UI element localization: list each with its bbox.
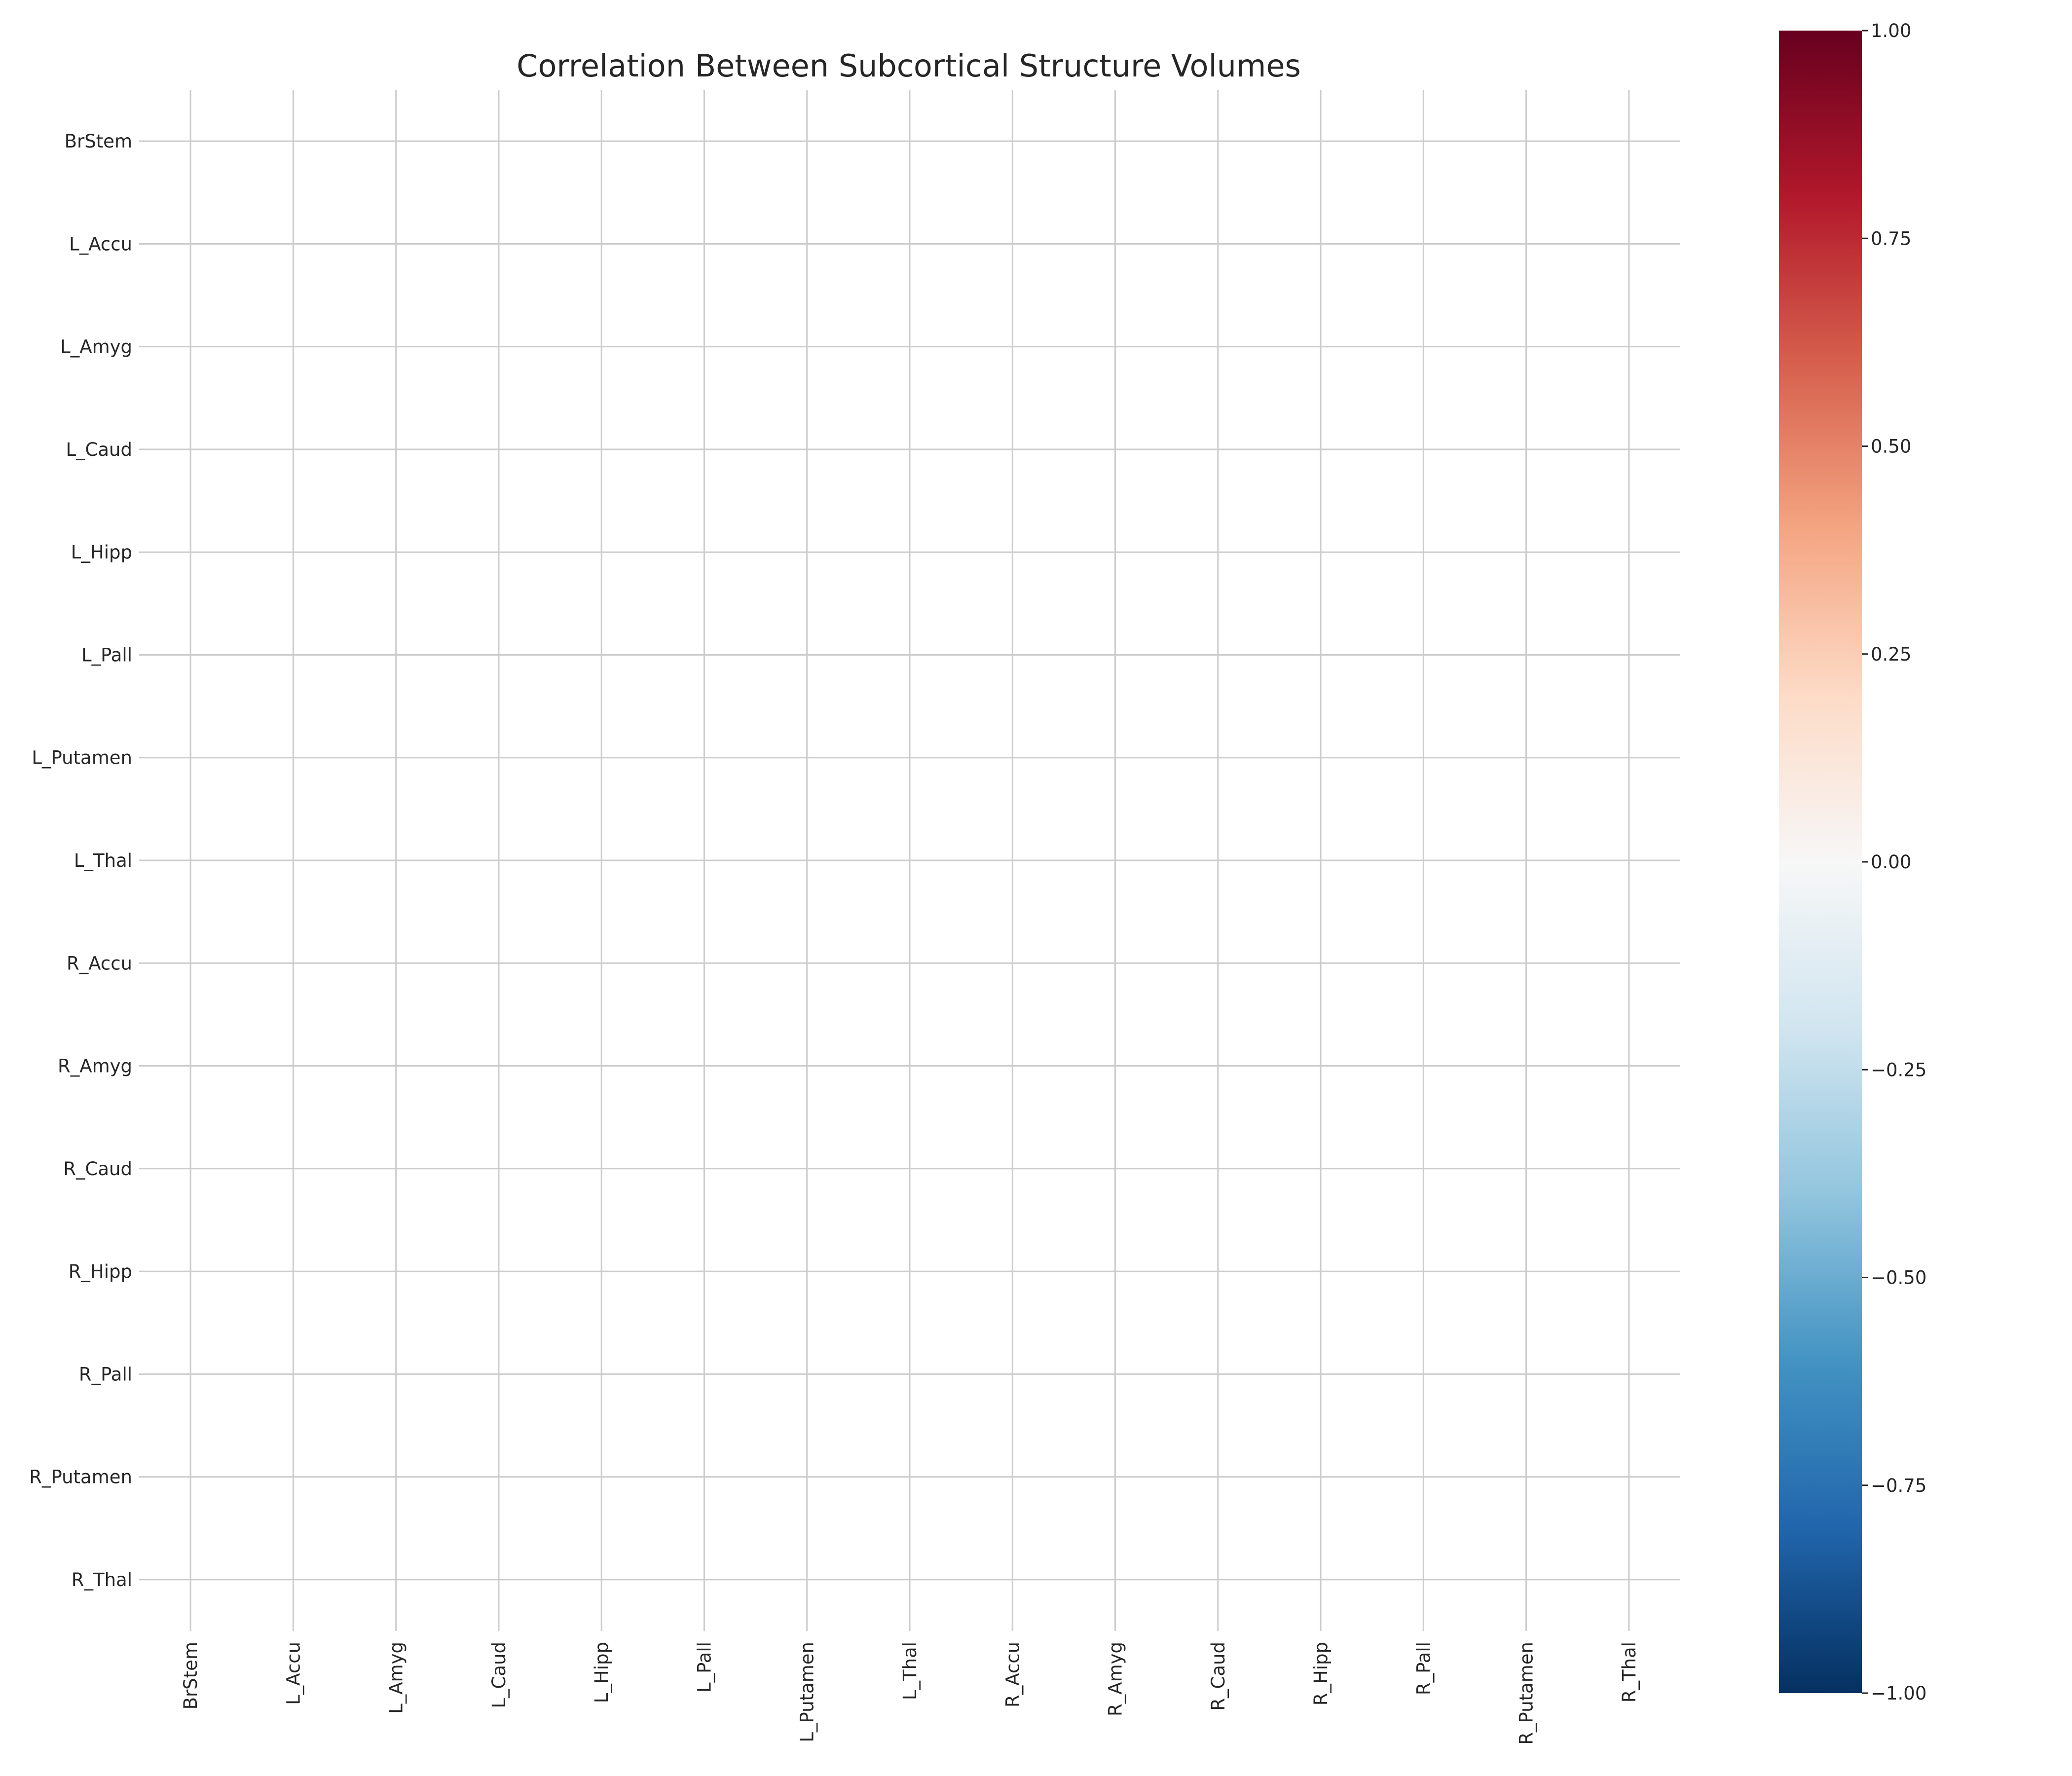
x-tick-label-l_hipp: L_Hipp (591, 1642, 612, 1703)
chart-title: Correlation Between Subcortical Structur… (517, 48, 1301, 84)
y-tick-label-l_hipp: L_Hipp (71, 542, 132, 563)
y-tick-label-brstem: BrStem (65, 131, 132, 152)
x-axis-tick-labels: BrStem L_Accu L_Amyg L_Caud L_Hipp L_Pall L_Pu… (180, 1642, 1640, 1745)
colorbar-tick-label: −0.75 (1871, 1475, 1926, 1496)
x-tick-label-l_caud: L_Caud (488, 1642, 510, 1708)
y-tick-label-l_amyg: L_Amyg (60, 336, 132, 358)
y-tick-label-r_pall: R_Pall (79, 1364, 132, 1385)
x-tick-label-r_amyg: R_Amyg (1105, 1642, 1126, 1716)
y-tick-label-l_accu: L_Accu (69, 233, 132, 255)
colorbar-ticks: 1.00 0.75 0.50 0.25 0.00 −0.25 −0.50 −0.75 −1.00 (1862, 20, 1926, 1704)
y-tick-label-r_caud: R_Caud (63, 1158, 132, 1180)
colorbar-tick-label: −0.50 (1871, 1267, 1926, 1289)
colorbar-tick-label: 0.75 (1871, 228, 1911, 249)
x-tick-label-l_pall: L_Pall (694, 1642, 715, 1693)
y-tick-label-r_amyg: R_Amyg (58, 1056, 132, 1077)
colorbar-gradient (1779, 31, 1862, 1693)
colorbar-tick-label: 0.25 (1871, 644, 1911, 665)
y-tick-label-r_hipp: R_Hipp (69, 1261, 132, 1282)
colorbar-tick-label: 0.00 (1871, 851, 1911, 873)
y-tick-label-r_putamen: R_Putamen (29, 1467, 132, 1488)
x-tick-label-l_accu: L_Accu (283, 1642, 304, 1705)
y-tick-label-l_thal: L_Thal (74, 850, 132, 871)
x-tick-label-r_putamen: R_Putamen (1516, 1642, 1537, 1745)
y-tick-label-l_caud: L_Caud (66, 439, 132, 460)
colorbar-tick-label: 0.50 (1871, 436, 1911, 457)
y-tick-label-r_accu: R_Accu (67, 953, 132, 974)
x-tick-label-r_accu: R_Accu (1002, 1642, 1023, 1707)
x-tick-label-brstem: BrStem (180, 1642, 201, 1709)
x-tick-label-l_thal: L_Thal (899, 1642, 921, 1700)
y-tick-label-r_thal: R_Thal (72, 1569, 132, 1591)
x-tick-label-l_putamen: L_Putamen (797, 1642, 818, 1742)
colorbar: 1.00 0.75 0.50 0.25 0.00 −0.25 −0.50 −0.75 −1.00 (1779, 20, 1926, 1704)
colorbar-tick-label: 1.00 (1871, 20, 1911, 41)
horizontal-grid-lines (139, 140, 1680, 1581)
x-tick-label-r_pall: R_Pall (1413, 1642, 1434, 1695)
x-tick-label-r_hipp: R_Hipp (1310, 1642, 1332, 1705)
colorbar-tick-label: −0.25 (1871, 1059, 1926, 1080)
x-tick-label-r_thal: R_Thal (1619, 1642, 1640, 1702)
x-tick-label-l_amyg: L_Amyg (386, 1642, 407, 1714)
y-axis-tick-labels: BrStem L_Accu L_Amyg L_Caud L_Hipp L_Pall L_Pu… (29, 131, 132, 1591)
y-tick-label-l_putamen: L_Putamen (32, 747, 132, 769)
heatmap-plot-area (139, 90, 1680, 1631)
y-tick-label-l_pall: L_Pall (81, 644, 132, 666)
colorbar-tick-label: −1.00 (1871, 1683, 1926, 1704)
x-tick-label-r_caud: R_Caud (1208, 1642, 1229, 1711)
